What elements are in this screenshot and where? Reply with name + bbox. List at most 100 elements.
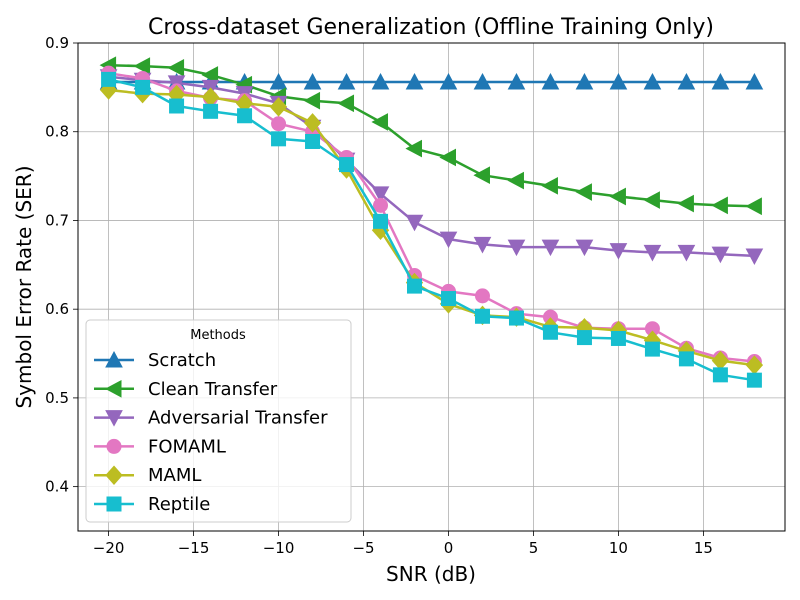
data-point-fomaml [373, 197, 389, 213]
y-tick-label: 0.7 [45, 211, 69, 229]
x-tick-label: 10 [609, 539, 628, 557]
data-point-scratch [269, 72, 288, 90]
data-point-reptile [101, 71, 117, 87]
data-point-maml [269, 97, 288, 117]
data-point-reptile [271, 131, 287, 147]
legend-marker [106, 438, 122, 454]
data-point-clean-transfer [337, 94, 355, 113]
x-tick-label: −10 [263, 539, 295, 557]
series-reptile [101, 71, 762, 388]
series-line-adversarial-transfer [108, 75, 755, 258]
legend-label: FOMAML [148, 436, 226, 457]
data-point-reptile [339, 157, 355, 173]
series-clean-transfer [99, 56, 762, 216]
legend-item-fomaml: FOMAML [94, 436, 226, 457]
y-axis: 0.4 0.5 0.6 0.7 0.8 0.9 [45, 34, 78, 496]
data-point-scratch [575, 72, 594, 90]
data-point-adversarial-transfer [575, 239, 594, 257]
x-tick-label: 0 [444, 539, 454, 557]
data-point-adversarial-transfer [507, 239, 526, 257]
legend-item-scratch: Scratch [94, 350, 216, 371]
data-point-adversarial-transfer [473, 236, 492, 254]
data-point-clean-transfer [507, 171, 524, 190]
data-point-reptile [305, 133, 321, 149]
legend-item-maml: MAML [94, 465, 201, 486]
data-point-clean-transfer [575, 183, 592, 201]
data-point-reptile [678, 351, 694, 367]
y-tick-label: 0.8 [45, 123, 69, 141]
data-point-reptile [407, 278, 423, 294]
data-point-adversarial-transfer [541, 239, 560, 257]
data-point-adversarial-transfer [643, 244, 662, 262]
data-point-reptile [508, 310, 524, 326]
data-point-adversarial-transfer [609, 243, 628, 260]
data-point-reptile [373, 213, 389, 229]
chart-title: Cross-dataset Generalization (Offline Tr… [148, 15, 714, 40]
data-point-reptile [576, 330, 592, 346]
data-point-reptile [610, 330, 626, 346]
data-point-clean-transfer [405, 139, 423, 158]
y-tick-label: 0.6 [45, 300, 69, 318]
legend-label: Reptile [148, 494, 210, 515]
x-tick-label: −20 [93, 539, 125, 557]
legend-title: Methods [190, 328, 246, 343]
data-point-adversarial-transfer [405, 214, 424, 232]
series-adversarial-transfer [99, 69, 764, 266]
data-point-adversarial-transfer [745, 248, 764, 266]
data-point-maml [303, 113, 322, 133]
x-tick-label: 5 [529, 539, 539, 557]
data-point-fomaml [271, 116, 287, 132]
data-point-clean-transfer [609, 187, 626, 206]
data-point-adversarial-transfer [677, 244, 696, 262]
data-point-reptile [746, 372, 762, 388]
x-tick-label: −15 [178, 539, 210, 557]
data-point-scratch [745, 72, 764, 90]
data-point-reptile [712, 367, 728, 383]
data-point-scratch [439, 72, 458, 90]
legend-item-reptile: Reptile [94, 494, 210, 515]
data-point-scratch [609, 72, 628, 90]
legend-label: Scratch [148, 350, 216, 371]
data-point-fomaml [474, 288, 490, 304]
legend-items: Scratch Clean Transfer Adversarial Transfe… [94, 350, 328, 515]
y-tick-label: 0.5 [45, 389, 69, 407]
data-point-clean-transfer [303, 91, 321, 110]
data-point-clean-transfer [643, 191, 660, 209]
data-point-scratch [711, 72, 730, 90]
legend-label: Clean Transfer [148, 379, 278, 400]
data-point-clean-transfer [371, 113, 389, 131]
data-point-reptile [474, 308, 490, 324]
data-point-clean-transfer [201, 66, 219, 84]
legend-label: MAML [148, 465, 201, 486]
data-point-clean-transfer [541, 177, 558, 195]
data-point-reptile [135, 79, 151, 95]
legend-marker [105, 350, 123, 368]
y-axis-label: Symbol Error Rate (SER) [12, 165, 36, 408]
data-point-reptile [169, 98, 185, 114]
data-point-reptile [203, 103, 219, 119]
x-tick-label: −5 [352, 539, 374, 557]
series-layer [99, 56, 764, 388]
data-point-clean-transfer [745, 197, 762, 216]
x-axis-label: SNR (dB) [386, 562, 476, 586]
legend-marker [104, 379, 122, 398]
legend: Methods Scratch Clean Transfer Adversarial… [85, 319, 352, 523]
data-point-adversarial-transfer [371, 186, 390, 203]
data-point-scratch [303, 72, 322, 90]
data-point-maml [201, 87, 220, 107]
data-point-adversarial-transfer [439, 231, 458, 249]
x-tick-label: 15 [694, 539, 713, 557]
legend-marker [105, 410, 123, 427]
legend-marker [106, 496, 122, 512]
legend-item-clean-transfer: Clean Transfer [94, 379, 278, 400]
data-point-scratch [405, 72, 424, 90]
y-tick-label: 0.4 [45, 478, 69, 496]
data-point-scratch [473, 72, 492, 90]
data-point-clean-transfer [439, 148, 456, 167]
data-point-adversarial-transfer [711, 246, 730, 264]
data-point-scratch [643, 72, 662, 90]
legend-item-adversarial-transfer: Adversarial Transfer [94, 408, 328, 429]
plot-frame [77, 42, 786, 532]
legend-box [85, 319, 352, 523]
legend-marker [105, 465, 123, 485]
